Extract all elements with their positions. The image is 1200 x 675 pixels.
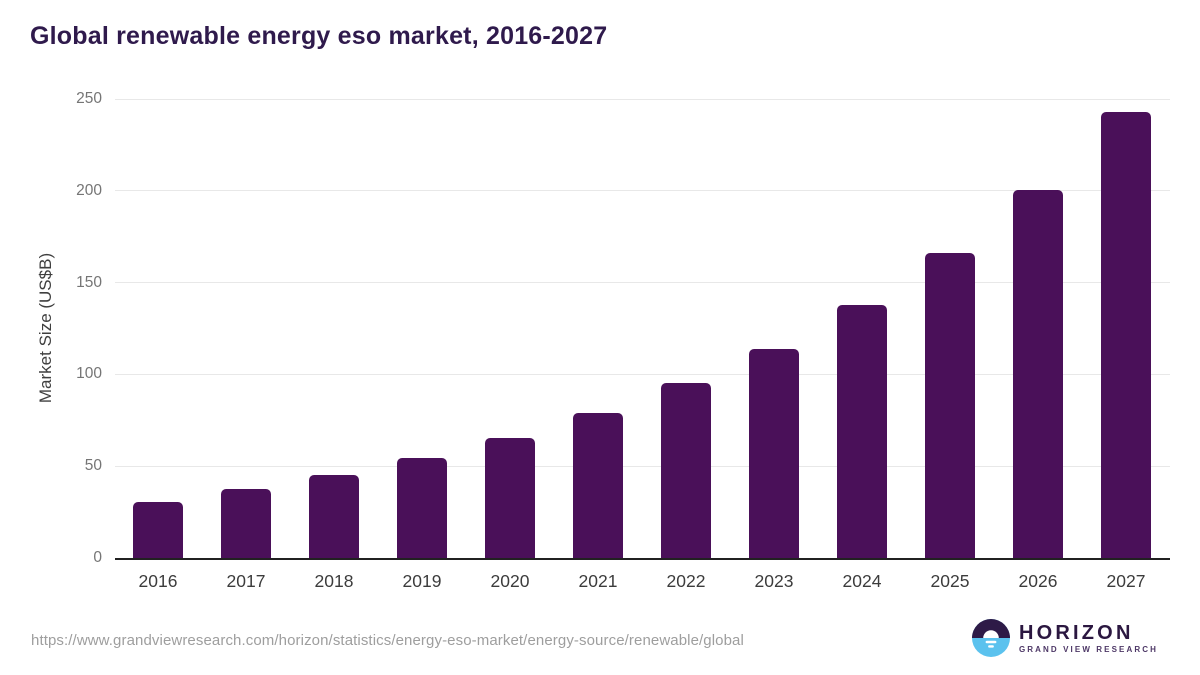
y-tick-label-50: 50 (84, 457, 102, 475)
source-url: https://www.grandviewresearch.com/horizo… (31, 632, 744, 649)
bar-2027 (1101, 111, 1151, 558)
x-tick-label-2026: 2026 (1018, 571, 1058, 591)
plot-area (115, 98, 1170, 560)
gridline-200 (115, 190, 1170, 192)
bar-2018 (309, 475, 359, 558)
y-tick-label-100: 100 (76, 365, 102, 383)
x-tick-label-2021: 2021 (578, 571, 618, 591)
x-tick-label-2020: 2020 (490, 571, 530, 591)
x-axis-labels: 2016 2017 2018 2019 2020 2021 2022 2023 2024 2025… (115, 570, 1170, 594)
bar-2019 (397, 458, 447, 558)
y-tick-label-250: 250 (76, 90, 102, 107)
x-tick-label-2023: 2023 (754, 571, 794, 591)
y-tick-label-150: 150 (76, 273, 102, 291)
gridline-100 (115, 373, 1170, 375)
gridline-50 (115, 465, 1170, 467)
horizon-sun-icon (971, 619, 1010, 657)
y-axis-title: Market Size (US$B) (36, 252, 55, 404)
logo-text: HORIZON GRAND VIEW RESEARCH (1019, 622, 1158, 654)
x-tick-label-2019: 2019 (402, 571, 442, 591)
bar-2022 (661, 383, 711, 558)
x-tick-label-2017: 2017 (226, 571, 266, 591)
x-tick-label-2025: 2025 (930, 571, 970, 591)
y-axis-ticks: 0 50 100 150 200 250 (58, 90, 102, 566)
gridline-250 (115, 98, 1170, 100)
x-tick-label-2016: 2016 (138, 571, 178, 591)
bar-2025 (925, 252, 975, 558)
bar-2016 (133, 502, 183, 558)
y-tick-label-0: 0 (93, 549, 102, 566)
logo-subtitle: GRAND VIEW RESEARCH (1018, 645, 1158, 654)
bar-2017 (221, 489, 271, 558)
bar-2023 (749, 349, 799, 558)
bar-2021 (573, 413, 623, 558)
gridline-150 (115, 282, 1170, 284)
chart-title: Global renewable energy eso market, 2016… (30, 22, 608, 50)
horizon-logo: HORIZON GRAND VIEW RESEARCH (971, 619, 1158, 657)
y-tick-label-200: 200 (76, 181, 102, 199)
bar-2026 (1013, 189, 1063, 558)
x-tick-label-2022: 2022 (666, 571, 706, 591)
logo-title: HORIZON (1018, 622, 1134, 644)
bar-2020 (485, 438, 535, 558)
x-tick-label-2027: 2027 (1106, 571, 1146, 591)
bar-2024 (837, 304, 887, 558)
x-tick-label-2024: 2024 (842, 571, 882, 591)
x-tick-label-2018: 2018 (314, 571, 354, 591)
